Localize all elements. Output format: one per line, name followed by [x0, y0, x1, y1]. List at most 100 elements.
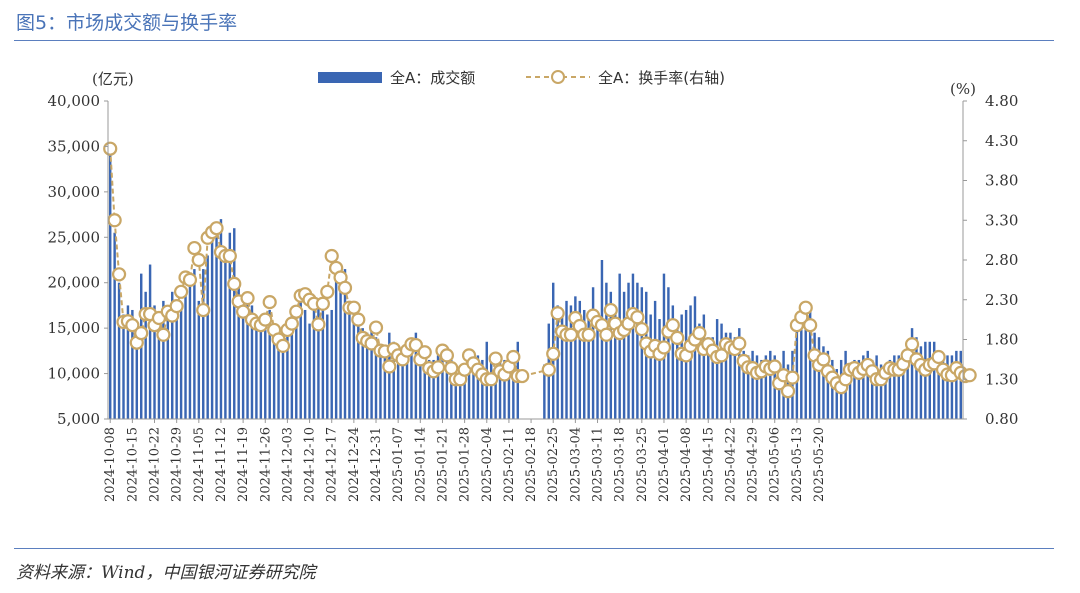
turnover-rate-point: [236, 304, 251, 319]
x-tick-label: 2024-12-03: [280, 427, 295, 502]
turnover-rate-point: [169, 299, 184, 314]
turnover-amount-bar: [574, 296, 577, 419]
turnover-amount-bar: [751, 350, 754, 419]
right-tick-label: 1.30: [985, 370, 1018, 388]
right-tick-label: 4.30: [985, 132, 1018, 150]
turnover-amount-bar: [680, 314, 683, 419]
turnover-amount-bar: [769, 350, 772, 419]
turnover-amount-bar: [184, 291, 187, 419]
turnover-amount-bar: [157, 314, 161, 419]
turnover-amount-bar: [113, 232, 116, 419]
turnover-amount-bar: [760, 359, 763, 419]
turnover-amount-bar: [804, 319, 807, 419]
turnover-amount-bar: [148, 264, 152, 419]
turnover-amount-bar: [636, 282, 639, 419]
turnover-amount-bar: [215, 223, 218, 419]
x-tick-label: 2024-12-17: [325, 427, 340, 502]
legend-bar-label: 全A：成交额: [390, 69, 475, 87]
x-tick-label: 2025-02-25: [546, 427, 561, 502]
left-tick-label: 15,000: [48, 319, 101, 337]
turnover-rate-point: [563, 327, 579, 342]
turnover-amount-bar: [729, 332, 732, 419]
turnover-amount-bar: [348, 314, 351, 419]
turnover-rate-point: [187, 240, 202, 256]
turnover-rate-point: [275, 338, 291, 353]
turnover-amount-bar: [108, 148, 112, 419]
turnover-rate-point: [209, 221, 224, 236]
x-tick-label: 2024-12-10: [303, 427, 318, 502]
turnover-amount-bar: [822, 346, 825, 419]
turnover-amount-bar: [295, 305, 298, 419]
turnover-amount-bar: [193, 269, 196, 419]
turnover-amount-bar: [126, 305, 130, 419]
turnover-amount-bar: [272, 328, 276, 419]
turnover-amount-bar: [862, 355, 865, 419]
left-tick-label: 30,000: [48, 183, 101, 201]
turnover-amount-bar: [808, 309, 812, 419]
bottom-divider: [14, 548, 1054, 549]
turnover-rate-point: [962, 368, 977, 383]
turnover-amount-bar: [560, 314, 564, 419]
turnover-rate-point: [156, 327, 171, 342]
legend: 全A：成交额 全A：换手率(右轴): [318, 69, 725, 87]
turnover-amount-bar: [742, 350, 745, 419]
turnover-amount-bar: [388, 332, 391, 419]
x-tick-label: 2025-05-20: [812, 427, 827, 502]
turnover-amount-bar: [932, 341, 936, 419]
turnover-amount-bar: [764, 355, 768, 419]
turnover-rate-point: [630, 310, 645, 325]
turnover-amount-bar: [587, 314, 590, 419]
turnover-amount-bar: [755, 355, 759, 419]
legend-bar-swatch: [318, 72, 382, 83]
turnover-rate-point: [125, 318, 140, 333]
legend-line-label: 全A：换手率(右轴): [598, 69, 725, 87]
turnover-rate-point: [346, 300, 361, 315]
turnover-rate-point: [803, 318, 818, 333]
turnover-amount-bar: [392, 341, 395, 419]
turnover-rate-point: [785, 370, 800, 385]
turnover-amount-bar: [866, 350, 869, 419]
turnover-amount-bar: [454, 364, 457, 419]
x-tick-label: 2024-10-08: [103, 427, 118, 502]
turnover-rate-point: [550, 306, 565, 321]
turnover-amount-bar: [498, 359, 502, 419]
turnover-amount-bar: [365, 332, 369, 419]
turnover-amount-bar: [924, 341, 927, 419]
turnover-amount-bar: [543, 364, 546, 419]
turnover-amount-bar: [352, 309, 356, 419]
turnover-amount-bar: [255, 319, 258, 419]
left-tick-label: 25,000: [48, 228, 101, 246]
turnover-rate-point: [656, 340, 672, 355]
turnover-amount-bar: [906, 341, 909, 419]
turnover-amount-bar: [915, 337, 918, 419]
turnover-amount-bar: [166, 305, 170, 419]
x-tick-label: 2024-11-19: [236, 427, 251, 502]
x-tick-label: 2024-11-12: [214, 427, 229, 502]
x-tick-label: 2025-04-15: [701, 427, 716, 502]
turnover-rate-point: [284, 316, 299, 331]
turnover-amount-bar: [910, 328, 914, 419]
turnover-amount-bar: [724, 332, 728, 419]
turnover-rate-point: [191, 252, 206, 268]
turnover-amount-bar: [144, 291, 147, 419]
turnover-rate-point: [488, 351, 503, 366]
turnover-amount-bar: [246, 296, 249, 419]
turnover-rate-point: [904, 337, 920, 352]
turnover-amount-bar: [472, 364, 475, 419]
turnover-amount-bar: [467, 359, 471, 419]
right-tick-label: 3.30: [985, 211, 1018, 229]
turnover-amount-bar: [277, 337, 280, 419]
x-tick-label: 2025-03-04: [568, 427, 583, 502]
turnover-amount-bar: [689, 305, 692, 419]
turnover-amount-bar: [401, 355, 404, 419]
turnover-amount-bar: [264, 314, 267, 419]
turnover-rate-point: [196, 302, 211, 318]
x-tick-label: 2024-10-15: [125, 427, 140, 502]
turnover-amount-bar: [512, 350, 515, 419]
turnover-amount-bar: [494, 369, 497, 419]
turnover-amount-bar: [250, 305, 254, 419]
right-tick-label: 4.80: [985, 92, 1018, 110]
turnover-amount-bar: [614, 309, 617, 419]
turnover-amount-bar: [937, 350, 940, 419]
turnover-amount-bar: [791, 350, 794, 419]
